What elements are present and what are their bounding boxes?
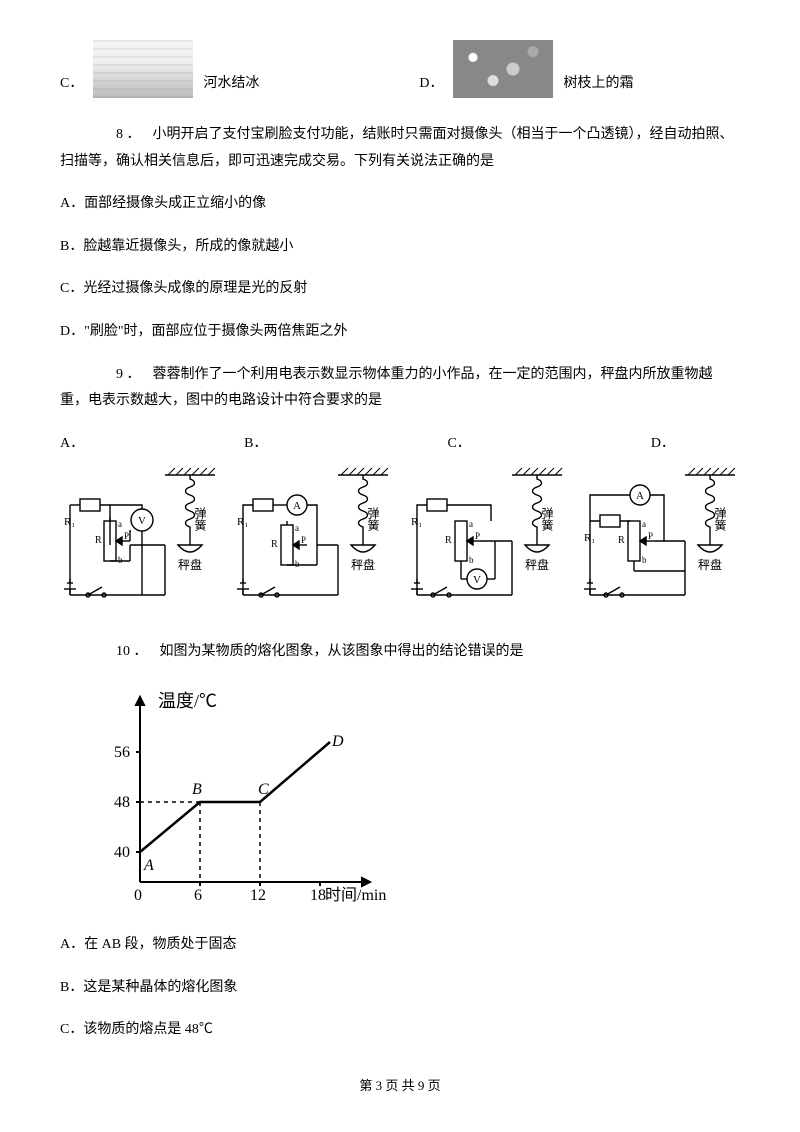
option-row-cd: C． 河水结冰 D． 树枝上的霜 bbox=[60, 40, 740, 98]
svg-text:弹簧: 弹簧 bbox=[540, 507, 554, 531]
q10-opt-c: C．该物质的熔点是 48℃ bbox=[60, 1017, 740, 1044]
q8-opt-a: A．面部经摄像头成正立缩小的像 bbox=[60, 191, 740, 218]
q10-opt-a: A．在 AB 段，物质处于固态 bbox=[60, 932, 740, 959]
svg-text:V: V bbox=[138, 515, 146, 527]
svg-text:弹簧: 弹簧 bbox=[366, 507, 380, 531]
q9-opt-labels: A． B． C． D． bbox=[60, 431, 740, 458]
svg-text:R: R bbox=[445, 535, 452, 546]
q10-num: 10 ． bbox=[88, 639, 148, 666]
svg-text:b: b bbox=[642, 555, 647, 565]
svg-text:P: P bbox=[648, 531, 653, 541]
circuit-a: R₁ R a b P V 弹簧 秤盘 bbox=[60, 465, 220, 615]
svg-text:R₁: R₁ bbox=[237, 516, 248, 528]
q10-opt-b: B．这是某种晶体的熔化图象 bbox=[60, 975, 740, 1002]
q9-stem: 9 ．蓉蓉制作了一个利用电表示数显示物体重力的小作品，在一定的范围内，秤盘内所放… bbox=[60, 362, 740, 415]
q10-text: 如图为某物质的熔化图象，从该图象中得出的结论错误的是 bbox=[160, 644, 524, 659]
q10-stem: 10 ． 如图为某物质的熔化图象，从该图象中得出的结论错误的是 bbox=[60, 639, 740, 666]
svg-text:b: b bbox=[295, 559, 300, 569]
q8-stem: 8 ．小明开启了支付宝刷脸支付功能，结账时只需面对摄像头（相当于一个凸透镜），经… bbox=[60, 122, 740, 175]
q9-num: 9 ． bbox=[88, 362, 141, 389]
svg-text:P: P bbox=[301, 535, 306, 545]
circuit-row: R₁ R a b P V 弹簧 秤盘 bbox=[60, 465, 740, 615]
svg-text:12: 12 bbox=[250, 887, 266, 904]
svg-text:A: A bbox=[143, 857, 154, 874]
q8-opt-b: B．脸越靠近摄像头，所成的像就越小 bbox=[60, 234, 740, 261]
svg-text:a: a bbox=[295, 523, 299, 533]
svg-text:V: V bbox=[473, 574, 481, 586]
svg-text:56: 56 bbox=[114, 744, 130, 761]
svg-text:48: 48 bbox=[114, 794, 130, 811]
svg-text:a: a bbox=[642, 519, 646, 529]
svg-text:0: 0 bbox=[134, 887, 142, 904]
q8-text: 小明开启了支付宝刷脸支付功能，结账时只需面对摄像头（相当于一个凸透镜），经自动拍… bbox=[60, 127, 734, 169]
opt-d-label: D． bbox=[419, 71, 443, 98]
q8-num: 8 ． bbox=[88, 122, 141, 149]
svg-text:R: R bbox=[95, 535, 102, 546]
svg-text:b: b bbox=[469, 555, 474, 565]
opt-c-text: 河水结冰 bbox=[203, 71, 259, 98]
opt-d-text: 树枝上的霜 bbox=[563, 71, 633, 98]
svg-text:秤盘: 秤盘 bbox=[525, 557, 549, 572]
svg-text:B: B bbox=[192, 781, 202, 798]
svg-text:秤盘: 秤盘 bbox=[351, 557, 375, 572]
svg-text:b: b bbox=[118, 555, 123, 565]
q9-b: B． bbox=[244, 431, 267, 458]
svg-text:R₁: R₁ bbox=[411, 516, 422, 528]
circuit-d: R₁ R a b P A 弹簧 秤盘 bbox=[580, 465, 740, 615]
svg-text:40: 40 bbox=[114, 844, 130, 861]
svg-text:R₁: R₁ bbox=[64, 516, 75, 528]
svg-text:A: A bbox=[636, 490, 644, 502]
svg-text:A: A bbox=[293, 500, 301, 512]
thumb-ice bbox=[93, 40, 193, 98]
svg-text:R₁: R₁ bbox=[584, 532, 595, 544]
q8-opt-d: D．"刷脸"时，面部应位于摄像头两倍焦距之外 bbox=[60, 319, 740, 346]
svg-text:R: R bbox=[618, 535, 625, 546]
svg-text:D: D bbox=[331, 733, 344, 750]
svg-text:R: R bbox=[271, 539, 278, 550]
svg-text:温度/℃: 温度/℃ bbox=[158, 691, 217, 711]
q9-a: A． bbox=[60, 431, 84, 458]
page-footer: 第 3 页 共 9 页 bbox=[60, 1074, 740, 1099]
svg-text:6: 6 bbox=[194, 887, 202, 904]
svg-text:P: P bbox=[475, 531, 480, 541]
q9-c: C． bbox=[447, 431, 470, 458]
opt-c-label: C． bbox=[60, 71, 83, 98]
melting-graph: 温度/℃ 时间/min 40 48 56 0 6 12 18 A B C D bbox=[100, 682, 390, 912]
svg-text:P: P bbox=[124, 531, 129, 541]
svg-text:弹簧: 弹簧 bbox=[713, 507, 727, 531]
svg-text:a: a bbox=[118, 519, 122, 529]
thumb-frost bbox=[453, 40, 553, 98]
svg-text:弹簧: 弹簧 bbox=[193, 507, 207, 531]
svg-text:时间/min: 时间/min bbox=[325, 886, 386, 904]
q9-text: 蓉蓉制作了一个利用电表示数显示物体重力的小作品，在一定的范围内，秤盘内所放重物越… bbox=[60, 367, 713, 409]
svg-text:秤盘: 秤盘 bbox=[698, 557, 722, 572]
circuit-b: R₁ R a b P A 弹簧 秤盘 bbox=[233, 465, 393, 615]
svg-text:18: 18 bbox=[310, 887, 326, 904]
svg-text:a: a bbox=[469, 519, 473, 529]
svg-text:C: C bbox=[258, 781, 269, 798]
q8-opt-c: C．光经过摄像头成像的原理是光的反射 bbox=[60, 276, 740, 303]
q9-d: D． bbox=[651, 431, 675, 458]
circuit-c: R₁ R a b P V 弹簧 秤盘 bbox=[407, 465, 567, 615]
svg-text:秤盘: 秤盘 bbox=[178, 557, 202, 572]
